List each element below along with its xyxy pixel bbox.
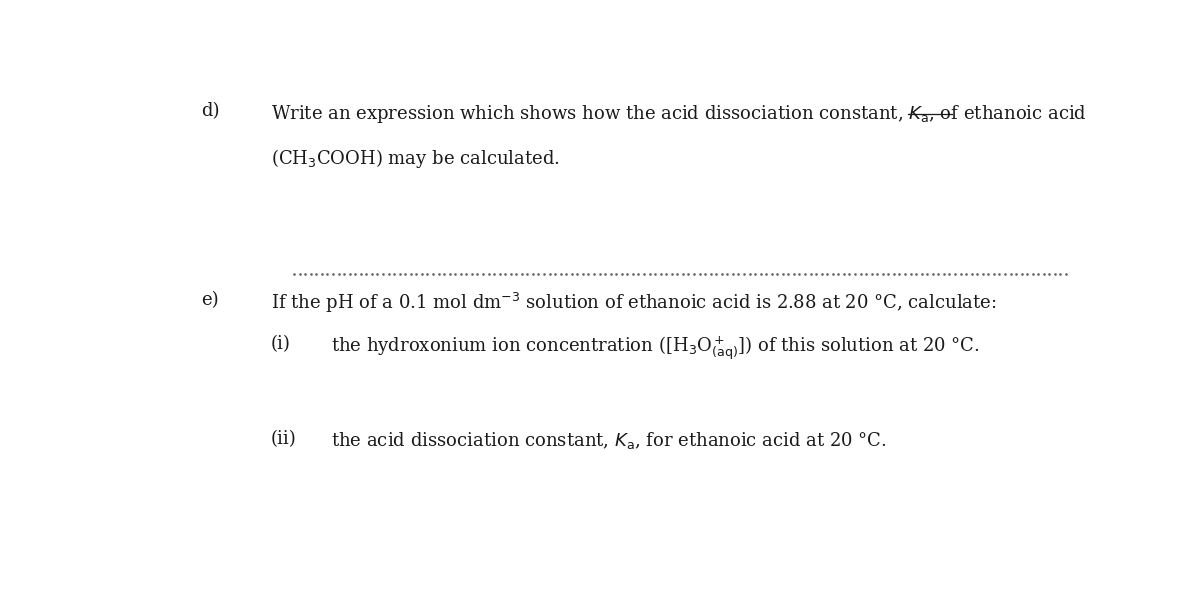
Text: (i): (i) xyxy=(271,335,290,353)
Text: (CH$_3$COOH) may be calculated.: (CH$_3$COOH) may be calculated. xyxy=(271,147,559,169)
Text: the acid dissociation constant, $K_\mathrm{a}$, for ethanoic acid at 20 °C.: the acid dissociation constant, $K_\math… xyxy=(331,430,887,451)
Text: e): e) xyxy=(202,291,218,309)
Text: (ii): (ii) xyxy=(271,430,296,448)
Text: the hydroxonium ion concentration ([H$_3$O$^+_\mathrm{(aq)}$]) of this solution : the hydroxonium ion concentration ([H$_3… xyxy=(331,335,980,362)
Text: Write an expression which shows how the acid dissociation constant, $K_\mathrm{a: Write an expression which shows how the … xyxy=(271,103,1087,125)
Text: d): d) xyxy=(202,103,220,121)
Text: If the pH of a 0.1 mol dm$^{-3}$ solution of ethanoic acid is 2.88 at 20 °C, cal: If the pH of a 0.1 mol dm$^{-3}$ solutio… xyxy=(271,291,996,315)
